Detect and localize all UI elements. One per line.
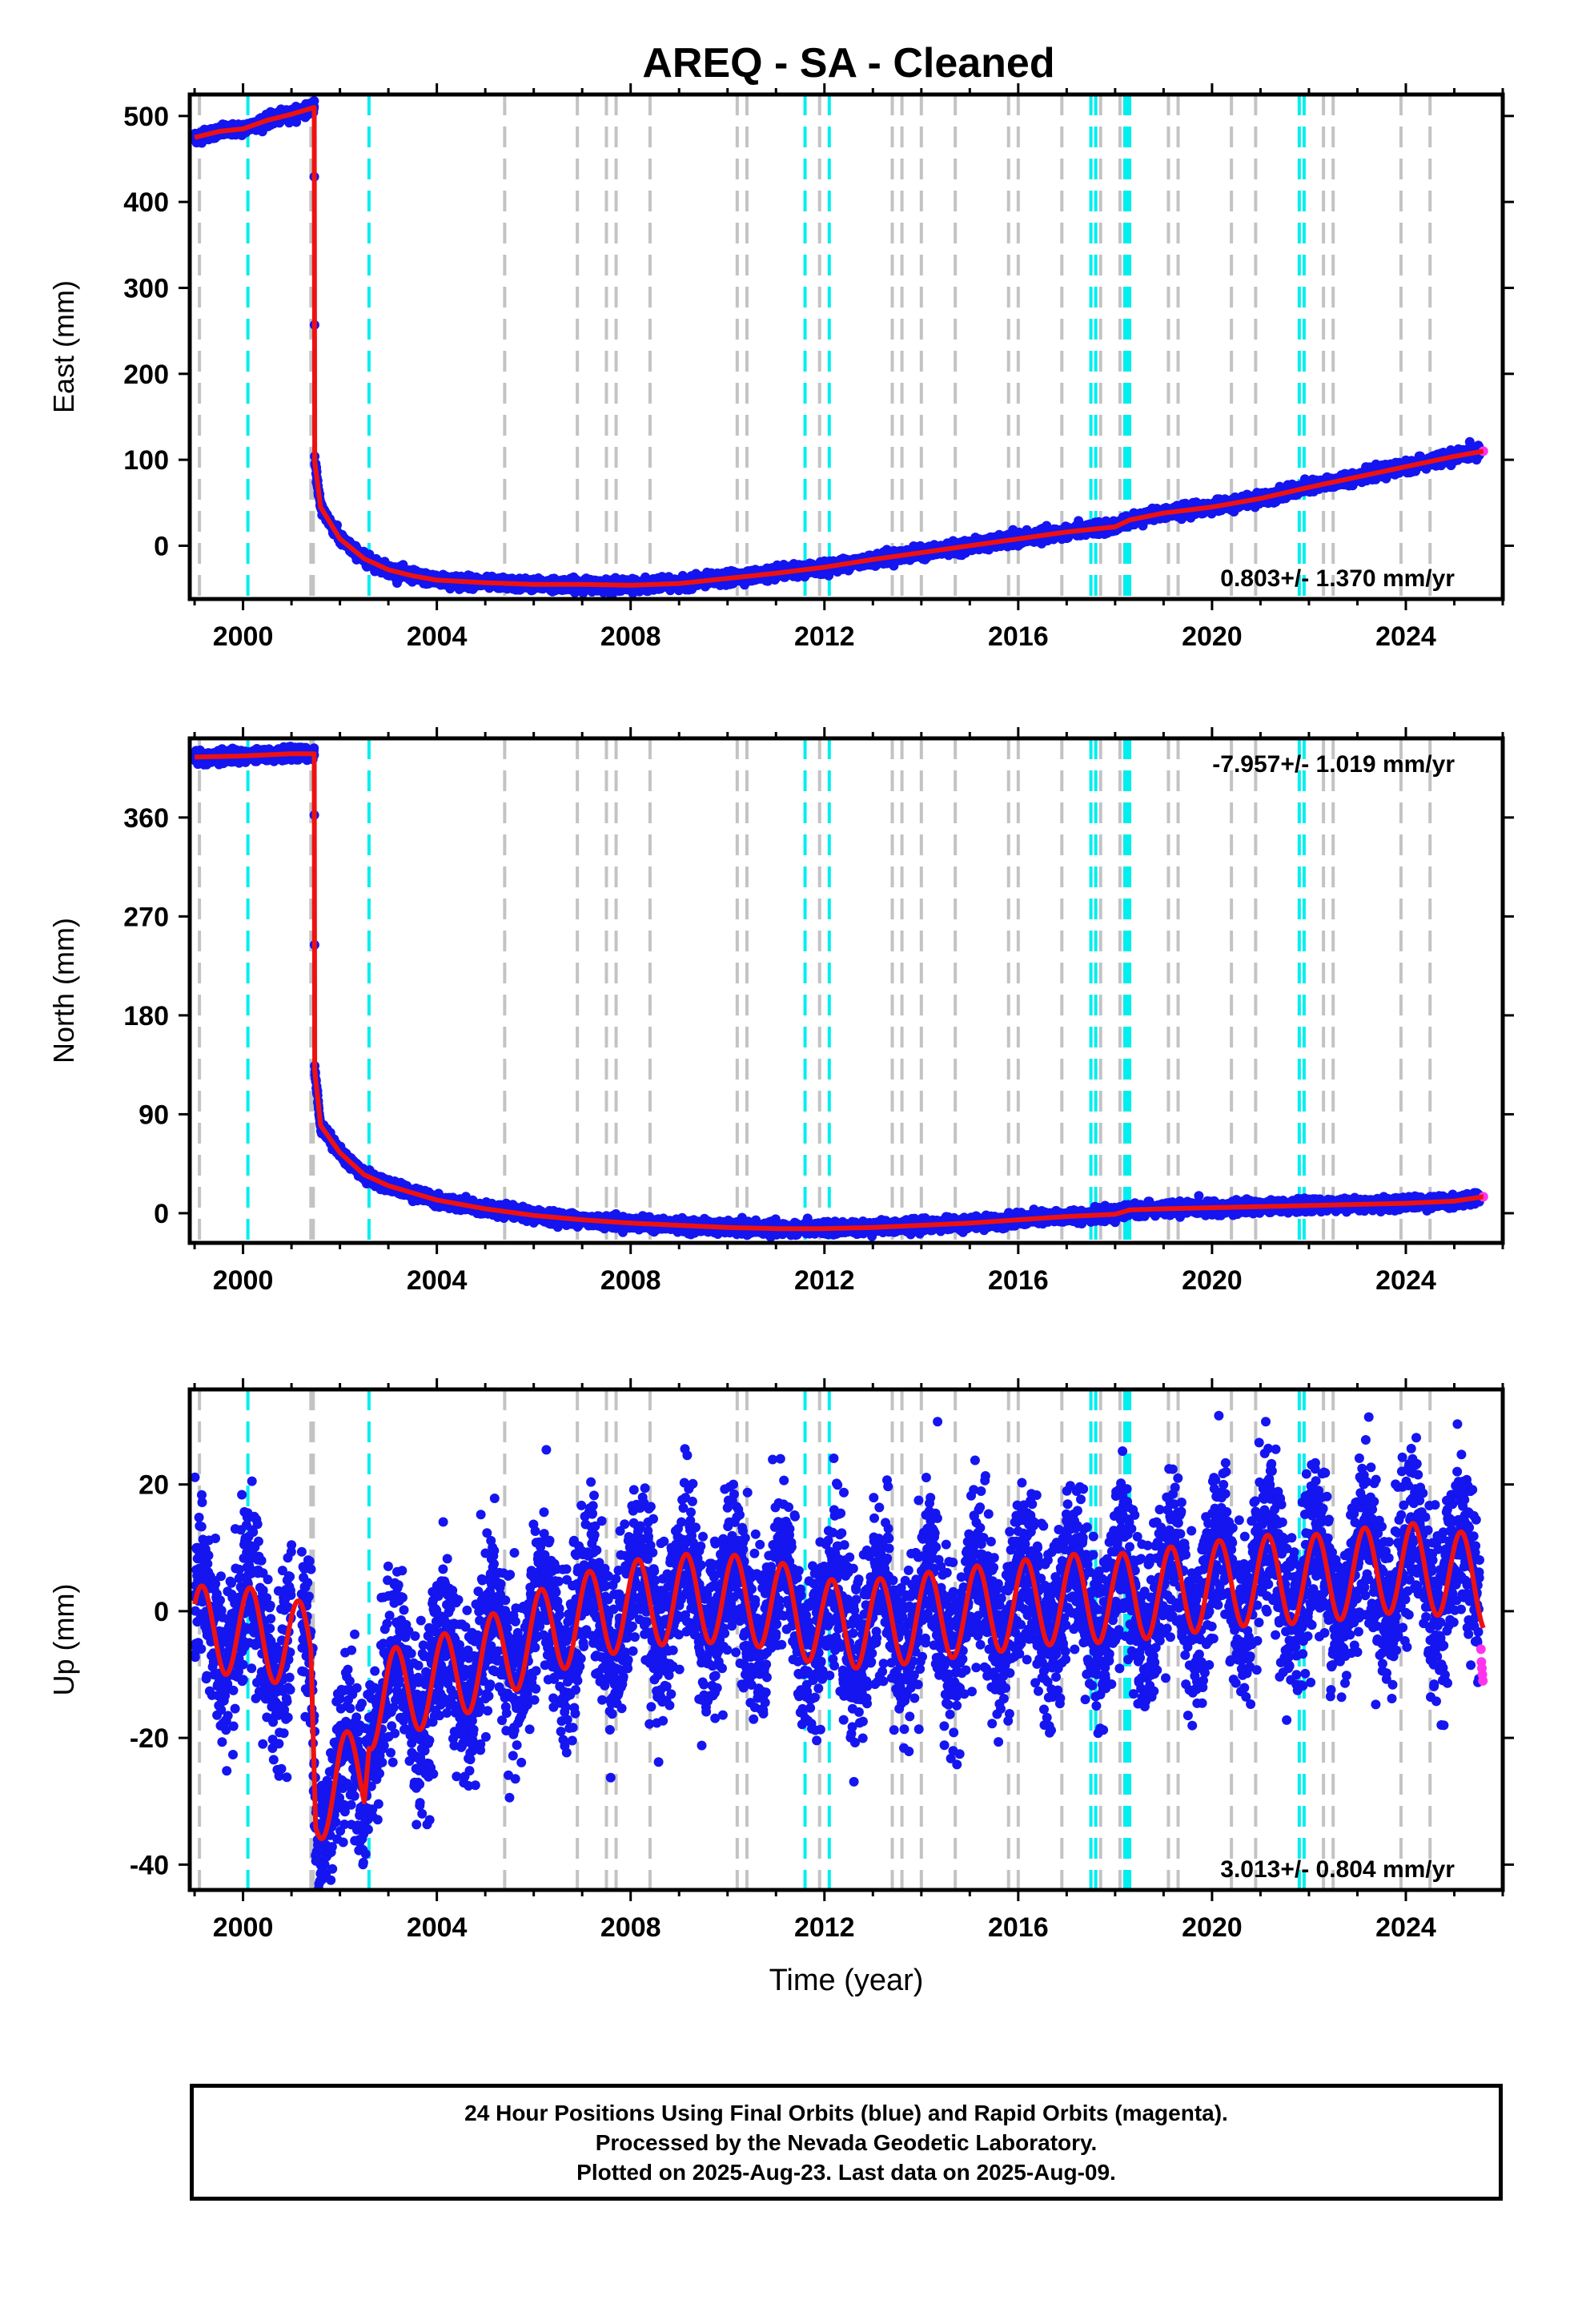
chart-title: AREQ - SA - Cleaned bbox=[642, 40, 1054, 86]
final-orbit-points bbox=[190, 96, 1484, 599]
position-point bbox=[309, 96, 319, 107]
plot-area-east bbox=[190, 94, 1488, 599]
